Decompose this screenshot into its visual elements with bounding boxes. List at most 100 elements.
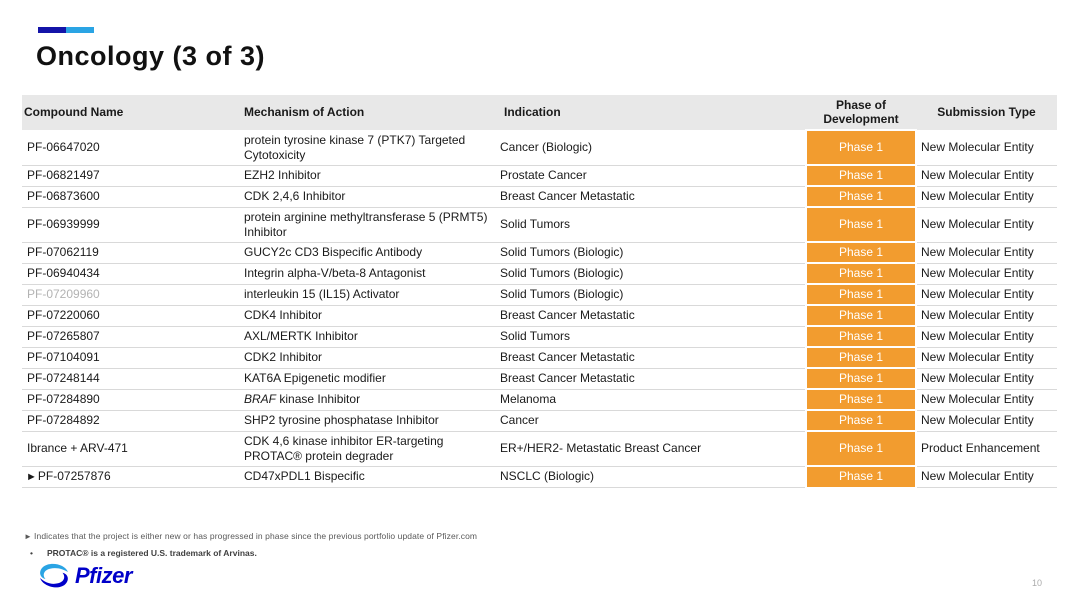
mechanism-cell: protein tyrosine kinase 7 (PTK7) Targete…	[240, 129, 496, 165]
submission-cell: New Molecular Entity	[916, 241, 1057, 263]
phase-badge: Phase 1	[805, 465, 917, 488]
phase-badge: Phase 1	[805, 325, 917, 347]
pfizer-wordmark: Pfizer	[75, 563, 132, 588]
indication-cell: Cancer	[496, 409, 806, 431]
table-row: PF-07209960 interleukin 15 (IL15) Activa…	[22, 283, 1057, 305]
phase-badge: Phase 1	[805, 430, 917, 466]
phase-badge: Phase 1	[805, 206, 917, 242]
submission-cell: New Molecular Entity	[916, 206, 1057, 242]
table-row: PF-07104091 CDK2 Inhibitor Breast Cancer…	[22, 346, 1057, 368]
table-row: PF-06821497 EZH2 Inhibitor Prostate Canc…	[22, 164, 1057, 186]
compound-cell: PF-07284890	[22, 388, 240, 410]
compound-name: PF-07209960	[27, 286, 100, 301]
submission-cell: New Molecular Entity	[916, 129, 1057, 165]
table-row: PF-07284892 SHP2 tyrosine phosphatase In…	[22, 409, 1057, 431]
table-row: PF-06940434 Integrin alpha-V/beta-8 Anta…	[22, 262, 1057, 284]
compound-cell: PF-07104091	[22, 346, 240, 368]
indication-cell: Breast Cancer Metastatic	[496, 346, 806, 368]
pipeline-table: Compound Name Mechanism of Action Indica…	[22, 95, 1057, 488]
table-row: PF-07248144 KAT6A Epigenetic modifier Br…	[22, 367, 1057, 389]
table-header: Compound Name Mechanism of Action Indica…	[22, 95, 1057, 130]
footnote-progress-note: ► Indicates that the project is either n…	[24, 531, 477, 541]
mechanism-cell: CD47xPDL1 Bispecific	[240, 465, 496, 488]
compound-name: PF-07248144	[27, 370, 100, 385]
indication-cell: Solid Tumors	[496, 206, 806, 242]
compound-name: PF-06821497	[27, 167, 100, 182]
compound-name: Ibrance + ARV-471	[27, 440, 128, 455]
phase-badge: Phase 1	[805, 388, 917, 410]
page-number: 10	[1031, 578, 1042, 588]
mechanism-cell: GUCY2c CD3 Bispecific Antibody	[240, 241, 496, 263]
footnote-protac-text: PROTAC® is a registered U.S. trademark o…	[46, 548, 257, 558]
indication-cell: Breast Cancer Metastatic	[496, 304, 806, 326]
bullet-icon: •	[30, 548, 33, 558]
phase-badge: Phase 1	[805, 346, 917, 368]
compound-cell: PF-06821497	[22, 164, 240, 186]
submission-cell: New Molecular Entity	[916, 325, 1057, 347]
compound-cell: Ibrance + ARV-471	[22, 430, 240, 466]
phase-badge: Phase 1	[805, 262, 917, 284]
mechanism-cell: KAT6A Epigenetic modifier	[240, 367, 496, 389]
compound-name: PF-06873600	[27, 188, 100, 203]
header-phase-of-development: Phase of Development	[806, 95, 916, 130]
indication-cell: Breast Cancer Metastatic	[496, 185, 806, 207]
compound-name: PF-07257876	[37, 468, 111, 483]
mechanism-cell: CDK4 Inhibitor	[240, 304, 496, 326]
indication-cell: Solid Tumors (Biologic)	[496, 283, 806, 305]
new-indicator-icon: ►	[24, 531, 33, 541]
title-accent-bar	[38, 27, 94, 33]
submission-cell: New Molecular Entity	[916, 304, 1057, 326]
compound-name: PF-07265807	[27, 328, 100, 343]
table-row: PF-07265807 AXL/MERTK Inhibitor Solid Tu…	[22, 325, 1057, 347]
table-row: PF-07220060 CDK4 Inhibitor Breast Cancer…	[22, 304, 1057, 326]
phase-badge: Phase 1	[805, 185, 917, 207]
table-body: PF-06647020 protein tyrosine kinase 7 (P…	[22, 129, 1057, 488]
pfizer-swirl-icon	[40, 563, 68, 588]
compound-cell: PF-06873600	[22, 185, 240, 207]
indication-cell: Solid Tumors (Biologic)	[496, 241, 806, 263]
accent-bar-dark	[38, 27, 66, 33]
mechanism-cell: BRAF kinase Inhibitor	[240, 388, 496, 410]
submission-cell: New Molecular Entity	[916, 388, 1057, 410]
mechanism-cell: EZH2 Inhibitor	[240, 164, 496, 186]
table-row: PF-07284890 BRAF kinase Inhibitor Melano…	[22, 388, 1057, 410]
phase-badge: Phase 1	[805, 241, 917, 263]
compound-cell: PF-07248144	[22, 367, 240, 389]
compound-name: PF-06647020	[27, 139, 100, 154]
page-title: Oncology (3 of 3)	[36, 41, 266, 71]
phase-badge: Phase 1	[805, 367, 917, 389]
pfizer-logo: Pfizer	[36, 561, 132, 591]
compound-name: PF-07104091	[27, 349, 100, 364]
compound-cell: PF-06940434	[22, 262, 240, 284]
header-compound-name: Compound Name	[22, 95, 240, 130]
submission-cell: New Molecular Entity	[916, 262, 1057, 284]
mechanism-cell: protein arginine methyltransferase 5 (PR…	[240, 206, 496, 242]
indication-cell: Melanoma	[496, 388, 806, 410]
header-mechanism-of-action: Mechanism of Action	[240, 95, 496, 130]
table-row: PF-06647020 protein tyrosine kinase 7 (P…	[22, 129, 1057, 165]
indication-cell: Solid Tumors	[496, 325, 806, 347]
compound-cell: PF-07265807	[22, 325, 240, 347]
compound-cell: PF-06939999	[22, 206, 240, 242]
table-row: Ibrance + ARV-471 CDK 4,6 kinase inhibit…	[22, 430, 1057, 466]
table-row: PF-06873600 CDK 2,4,6 Inhibitor Breast C…	[22, 185, 1057, 207]
compound-name: PF-07284890	[27, 391, 100, 406]
mechanism-cell: Integrin alpha-V/beta-8 Antagonist	[240, 262, 496, 284]
indication-cell: NSCLC (Biologic)	[496, 465, 806, 488]
indication-cell: Solid Tumors (Biologic)	[496, 262, 806, 284]
compound-name: PF-07220060	[27, 307, 100, 322]
compound-cell: PF-07284892	[22, 409, 240, 431]
table-row: PF-07062119 GUCY2c CD3 Bispecific Antibo…	[22, 241, 1057, 263]
compound-cell: PF-06647020	[22, 129, 240, 165]
submission-cell: New Molecular Entity	[916, 367, 1057, 389]
footnote-progress-text: Indicates that the project is either new…	[34, 531, 478, 541]
phase-badge: Phase 1	[805, 164, 917, 186]
compound-cell: PF-07062119	[22, 241, 240, 263]
compound-name: PF-06939999	[27, 216, 100, 231]
mechanism-cell: AXL/MERTK Inhibitor	[240, 325, 496, 347]
compound-name: PF-06940434	[27, 265, 100, 280]
submission-cell: New Molecular Entity	[916, 465, 1057, 488]
submission-cell: New Molecular Entity	[916, 409, 1057, 431]
indication-cell: Prostate Cancer	[496, 164, 806, 186]
